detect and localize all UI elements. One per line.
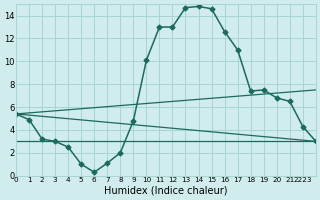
X-axis label: Humidex (Indice chaleur): Humidex (Indice chaleur) bbox=[104, 186, 228, 196]
